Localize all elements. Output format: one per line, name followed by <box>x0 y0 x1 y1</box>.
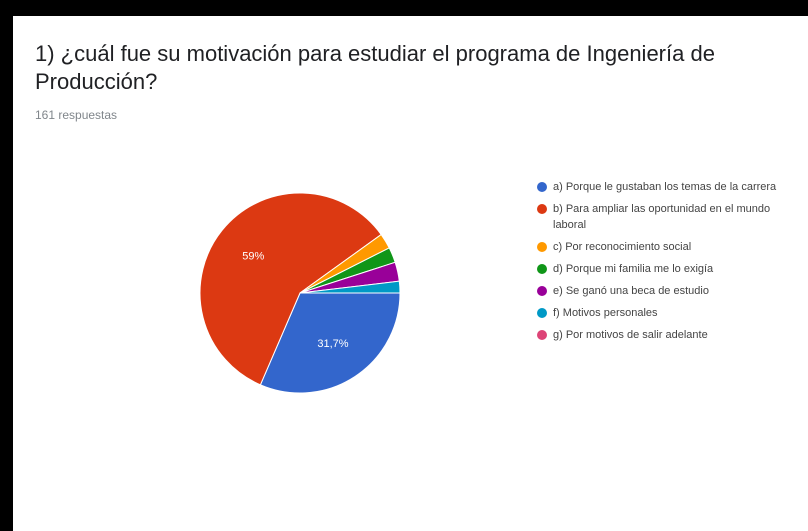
legend-swatch-icon <box>537 182 547 192</box>
legend-label: d) Porque mi familia me lo exigía <box>553 263 714 275</box>
legend-item-c[interactable]: c) Por reconocimiento social <box>537 239 797 255</box>
legend-item-f[interactable]: f) Motivos personales <box>537 305 797 321</box>
question-title: 1) ¿cuál fue su motivación para estudiar… <box>35 41 715 94</box>
legend-label: b) Para ampliar las oportunidad en el mu… <box>553 203 771 231</box>
response-count: 161 respuestas <box>35 108 118 122</box>
legend-label: a) Porque le gustaban los temas de la ca… <box>553 181 777 193</box>
pie-slice-f[interactable] <box>299 280 401 294</box>
legend-item-g[interactable]: g) Por motivos de salir adelante <box>537 327 797 343</box>
legend-swatch-icon <box>537 308 547 318</box>
legend-label: g) Por motivos de salir adelante <box>553 329 708 341</box>
chart-legend: a) Porque le gustaban los temas de la ca… <box>537 179 797 349</box>
legend-swatch-icon <box>537 286 547 296</box>
pie-slice-a[interactable] <box>259 292 401 394</box>
legend-label: c) Por reconocimiento social <box>553 241 692 253</box>
legend-swatch-icon <box>537 330 547 340</box>
legend-swatch-icon <box>537 242 547 252</box>
slice-label-b: 59% <box>242 250 264 262</box>
pie-chart: 31,7% 59% <box>199 192 401 394</box>
legend-label: e) Se ganó una beca de estudio <box>553 285 709 297</box>
legend-item-e[interactable]: e) Se ganó una beca de estudio <box>537 283 797 299</box>
legend-label: f) Motivos personales <box>553 307 658 319</box>
slice-label-a: 31,7% <box>317 338 348 350</box>
legend-swatch-icon <box>537 204 547 214</box>
chart-card: 1) ¿cuál fue su motivación para estudiar… <box>13 16 808 531</box>
legend-item-d[interactable]: d) Porque mi familia me lo exigía <box>537 261 797 277</box>
legend-swatch-icon <box>537 264 547 274</box>
legend-item-a[interactable]: a) Porque le gustaban los temas de la ca… <box>537 179 797 195</box>
legend-item-b[interactable]: b) Para ampliar las oportunidad en el mu… <box>537 201 797 233</box>
pie-slice-b[interactable] <box>199 192 382 386</box>
